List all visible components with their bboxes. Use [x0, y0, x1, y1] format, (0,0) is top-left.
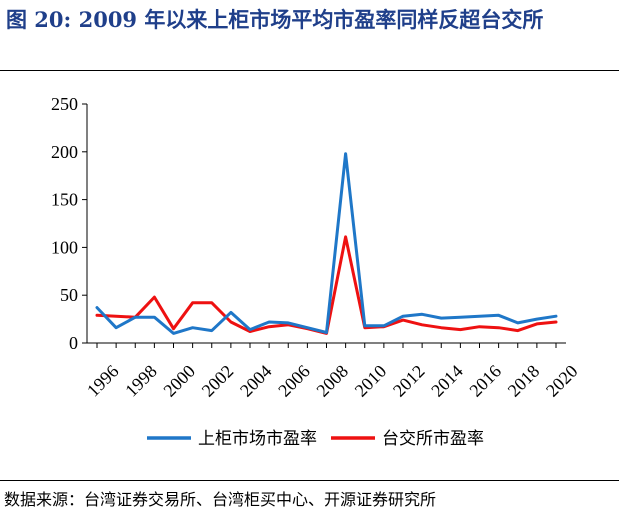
y-tick-label: 150: [51, 190, 78, 210]
x-tick-label: 2018: [504, 361, 544, 401]
legend-label: 上柜市场市盈率: [198, 429, 317, 449]
chart-series: [95, 152, 558, 335]
y-tick-label: 250: [51, 94, 78, 114]
x-tick-label: 2002: [198, 361, 238, 401]
x-tick-label: 2010: [351, 361, 391, 401]
title-rule: [0, 70, 619, 71]
series-line: [95, 152, 558, 335]
y-tick-label: 200: [51, 142, 78, 162]
x-tick-label: 2016: [465, 361, 505, 401]
y-tick-label: 100: [51, 237, 78, 257]
x-tick-label: 2012: [389, 361, 429, 401]
chart-axes: 0501001502002501996199820002002200420062…: [51, 94, 582, 401]
y-tick-label: 50: [60, 285, 78, 305]
figure-title: 图 20: 2009 年以来上柜市场平均市盈率同样反超台交所: [6, 7, 544, 32]
x-tick-label: 2014: [427, 361, 467, 401]
y-tick-label: 0: [69, 333, 78, 353]
x-tick-label: 2004: [236, 361, 276, 401]
x-tick-label: 1998: [121, 361, 161, 401]
source-rule: [0, 480, 619, 481]
chart-legend: 上柜市场市盈率 台交所市盈率: [147, 429, 484, 449]
x-tick-label: 2008: [312, 361, 352, 401]
source-note: 数据来源：台湾证券交易所、台湾柜买中心、开源证券研究所: [4, 490, 437, 509]
x-tick-label: 1996: [83, 361, 123, 401]
x-tick-label: 2020: [542, 361, 582, 401]
x-tick-label: 2000: [159, 361, 199, 401]
x-tick-label: 2006: [274, 361, 314, 401]
legend-label: 台交所市盈率: [382, 429, 484, 449]
line-chart: 0501001502002501996199820002002200420062…: [51, 94, 582, 449]
